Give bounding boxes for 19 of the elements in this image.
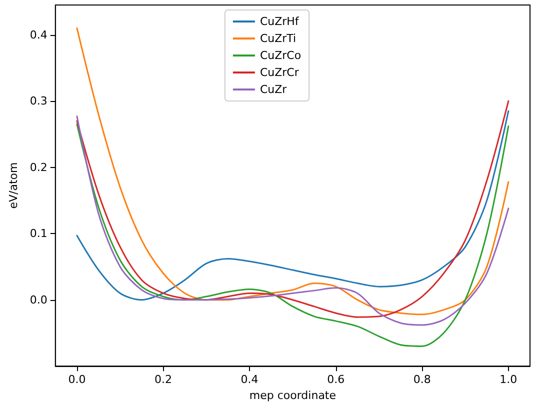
y-tick-label: 0.0 bbox=[30, 293, 48, 306]
x-tick-label: 0.6 bbox=[327, 373, 345, 386]
legend-label: CuZrCr bbox=[260, 66, 300, 79]
line-series bbox=[76, 27, 510, 316]
x-tick-label: 0.0 bbox=[68, 373, 86, 386]
y-tick-label: 0.4 bbox=[30, 28, 48, 42]
y-tick-label: 0.2 bbox=[30, 160, 48, 174]
x-tick-label: 0.8 bbox=[413, 373, 431, 386]
y-axis-title: eV/atom bbox=[7, 162, 20, 209]
y-tick-label: 0.3 bbox=[30, 94, 48, 108]
x-axis-title: mep coordinate bbox=[249, 389, 336, 402]
legend-label: CuZrCo bbox=[260, 49, 302, 62]
x-tick-label: 0.2 bbox=[154, 373, 172, 386]
y-tick-label: 0.1 bbox=[30, 227, 48, 240]
x-tick-label: 0.4 bbox=[240, 373, 258, 386]
legend-label: CuZr bbox=[260, 83, 288, 96]
legend-label: CuZrHf bbox=[260, 15, 300, 28]
legend-label: CuZrTi bbox=[260, 32, 296, 45]
x-tick-label: 1.0 bbox=[500, 373, 518, 386]
